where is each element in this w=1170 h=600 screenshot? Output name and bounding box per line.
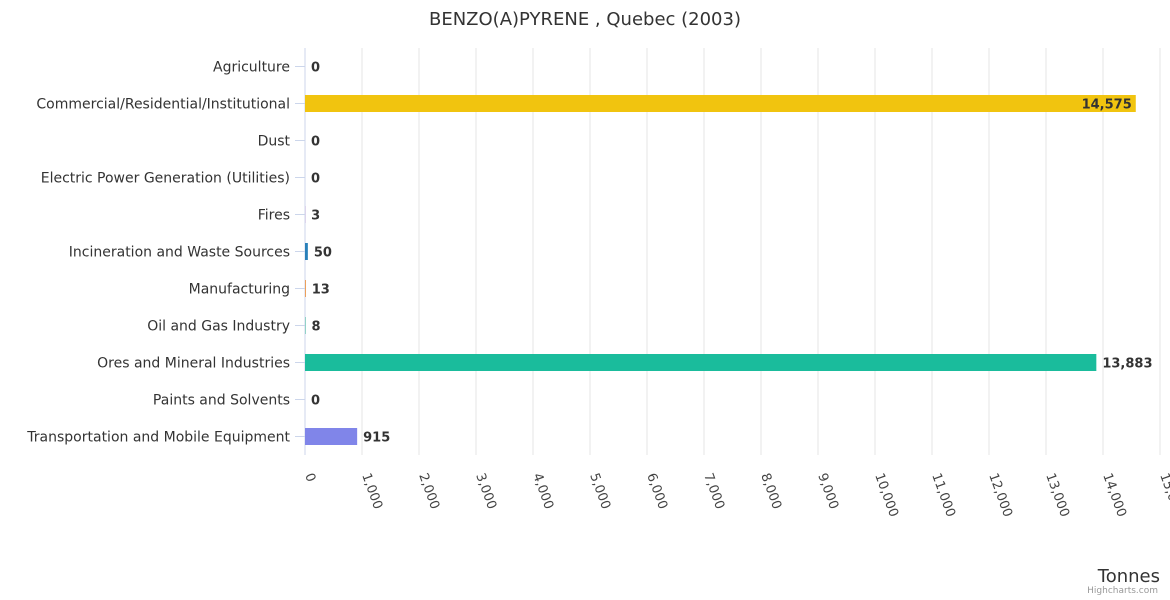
x-tick-label: 9,000 [814, 471, 841, 511]
category-labels: Agriculture Commercial/Residential/Instit… [26, 60, 290, 446]
data-label: 14,575 [1082, 98, 1132, 113]
category-label: Fires [258, 208, 290, 224]
x-tick-label: 2,000 [415, 471, 442, 511]
category-label: Manufacturing [189, 282, 290, 298]
category-label: Oil and Gas Industry [147, 319, 290, 335]
data-label: 0 [311, 61, 320, 76]
bars [305, 95, 1136, 445]
category-label: Dust [258, 134, 291, 150]
category-label: Commercial/Residential/Institutional [36, 97, 290, 113]
category-label: Transportation and Mobile Equipment [26, 430, 290, 446]
data-label: 0 [311, 135, 320, 150]
x-tick-label: 10,000 [871, 471, 901, 519]
x-tick-label: 6,000 [643, 471, 670, 511]
data-label: 0 [311, 172, 320, 187]
data-label: 0 [311, 394, 320, 409]
x-tick-label: 12,000 [985, 471, 1015, 519]
x-tick-label: 11,000 [928, 471, 958, 519]
bar[interactable] [305, 428, 358, 445]
chart-title: BENZO(A)PYRENE , Quebec (2003) [429, 9, 741, 30]
data-label: 13,883 [1102, 357, 1152, 372]
data-label: 3 [311, 209, 320, 224]
x-tick-label: 0 [301, 471, 318, 484]
data-label: 8 [311, 320, 320, 335]
data-label: 13 [312, 283, 330, 298]
data-label: 50 [314, 246, 332, 261]
bar[interactable] [305, 280, 306, 297]
x-tick-label: 7,000 [700, 471, 727, 511]
category-label: Ores and Mineral Industries [97, 356, 290, 372]
x-tick-label: 14,000 [1099, 471, 1129, 519]
x-tick-label: 3,000 [472, 471, 499, 511]
bar[interactable] [305, 354, 1097, 371]
data-labels: 0 14,575 0 0 3 50 13 8 13,883 0 915 [311, 61, 1153, 446]
bar[interactable] [305, 243, 308, 260]
credit[interactable]: Highcharts.com [1087, 586, 1158, 596]
category-label: Electric Power Generation (Utilities) [41, 171, 290, 187]
data-label: 915 [363, 431, 390, 446]
x-tick-label: 15,000 [1156, 471, 1170, 519]
x-axis-title: Tonnes [1097, 566, 1160, 587]
x-tick-label: 8,000 [757, 471, 784, 511]
category-label: Incineration and Waste Sources [69, 245, 290, 261]
x-tick-label: 1,000 [358, 471, 385, 511]
grid-lines [295, 48, 1161, 455]
x-tick-label: 5,000 [586, 471, 613, 511]
x-tick-label: 13,000 [1042, 471, 1072, 519]
category-label: Agriculture [213, 60, 290, 76]
bar[interactable] [305, 95, 1136, 112]
x-tick-label: 4,000 [529, 471, 556, 511]
category-label: Paints and Solvents [153, 393, 290, 409]
x-axis-ticks: 0 1,000 2,000 3,000 4,000 5,000 6,000 7,000 8,00… [301, 471, 1170, 519]
